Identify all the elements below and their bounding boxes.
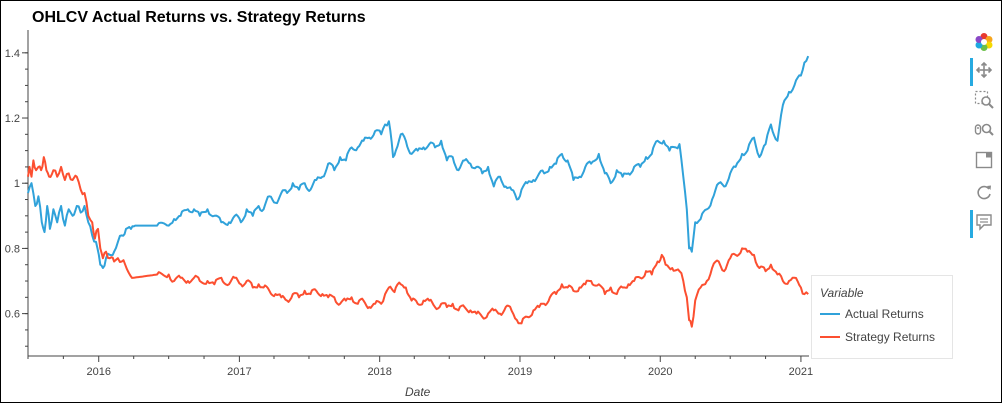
- y-tick-label: 1.2: [5, 113, 20, 125]
- y-tick-label: 1.4: [5, 48, 20, 60]
- legend-swatch-actual-returns: [820, 313, 840, 315]
- x-tick-label: 2021: [789, 366, 813, 378]
- legend-item-actual-returns[interactable]: Actual Returns: [820, 306, 924, 322]
- series-line-strategy-returns[interactable]: [28, 157, 808, 327]
- y-tick-label: 0.6: [5, 309, 20, 321]
- bokeh-logo-icon[interactable]: [968, 28, 1000, 56]
- save-icon[interactable]: [968, 146, 1000, 174]
- x-tick-label: 2017: [227, 366, 251, 378]
- pan-icon[interactable]: [968, 56, 1000, 84]
- x-tick-label: 2018: [367, 366, 391, 378]
- hover-icon[interactable]: [968, 208, 1000, 236]
- reset-icon[interactable]: [968, 178, 1000, 206]
- legend-item-strategy-returns[interactable]: Strategy Returns: [820, 329, 935, 345]
- legend-label: Actual Returns: [845, 307, 924, 321]
- wheel-zoom-icon[interactable]: [968, 116, 1000, 144]
- x-tick-label: 2016: [86, 366, 110, 378]
- legend-title: Variable: [820, 286, 864, 300]
- series-layer: [28, 56, 808, 327]
- y-ticks: 0.6 0.8 1 1.2 1.4: [5, 48, 28, 346]
- x-ticks: 2016 2017 2018 2019 2020 2021: [28, 356, 813, 378]
- y-tick-label: 1: [14, 178, 20, 190]
- legend: Variable Actual Returns Strategy Returns: [811, 275, 953, 359]
- legend-label: Strategy Returns: [845, 330, 935, 344]
- box-zoom-icon[interactable]: [968, 86, 1000, 114]
- legend-swatch-strategy-returns: [820, 336, 840, 338]
- x-tick-label: 2019: [508, 366, 532, 378]
- series-line-actual-returns[interactable]: [28, 56, 808, 268]
- x-axis-label: Date: [405, 385, 430, 399]
- y-tick-label: 0.8: [5, 243, 20, 255]
- x-tick-label: 2020: [648, 366, 672, 378]
